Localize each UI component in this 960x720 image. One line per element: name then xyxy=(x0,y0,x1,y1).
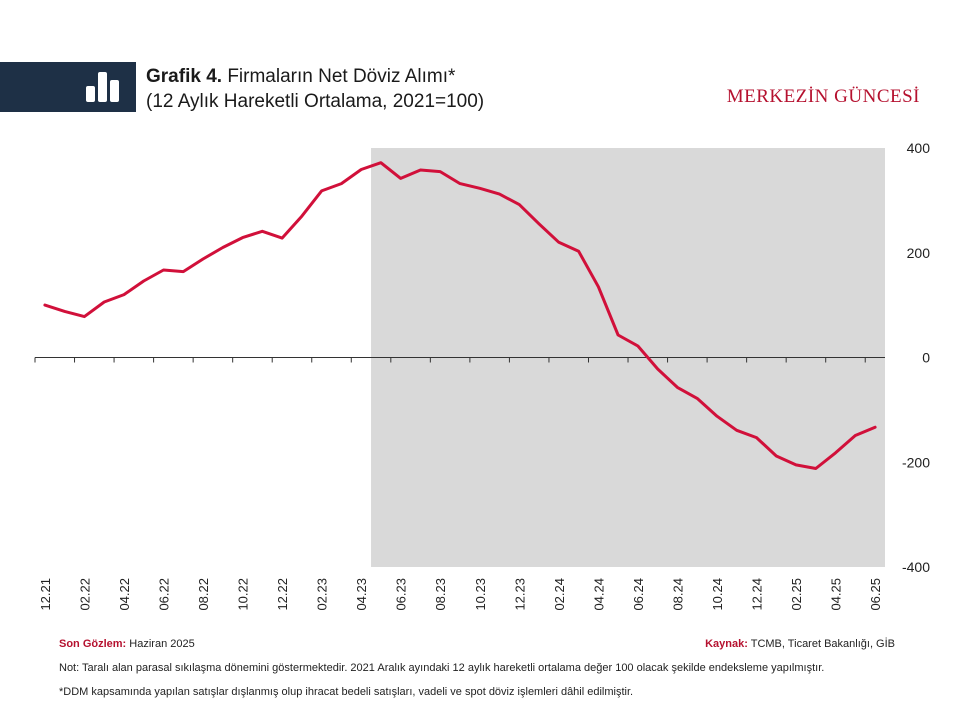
x-tick-label: 08.23 xyxy=(433,578,448,611)
x-tick-label: 04.25 xyxy=(829,578,844,611)
last-observation: Son Gözlem: Haziran 2025 xyxy=(59,638,195,650)
y-tick-label: -200 xyxy=(902,454,930,470)
x-tick-label: 12.21 xyxy=(38,578,53,611)
x-tick-label: 02.24 xyxy=(552,578,567,611)
title-bold: Grafik 4. xyxy=(146,66,223,87)
footnote: *DDM kapsamında yapılan satışlar dışlanm… xyxy=(59,686,634,698)
source: Kaynak: TCMB, Ticaret Bakanlığı, GİB xyxy=(705,638,895,650)
y-tick-label: 400 xyxy=(907,140,931,156)
source-label: Kaynak: xyxy=(705,638,748,650)
brand-logo: MERKEZİN GÜNCESİ xyxy=(726,86,920,107)
x-tick-label: 10.23 xyxy=(473,578,488,611)
x-tick-label: 02.23 xyxy=(315,578,330,611)
x-tick-label: 12.24 xyxy=(750,578,765,611)
x-tick-label: 06.24 xyxy=(631,578,646,611)
last-observation-label: Son Gözlem: xyxy=(59,638,127,650)
x-tick-label: 12.22 xyxy=(275,578,290,611)
x-tick-label: 10.24 xyxy=(710,578,725,611)
x-tick-label: 02.22 xyxy=(77,578,92,611)
source-value: TCMB, Ticaret Bakanlığı, GİB xyxy=(747,638,895,650)
x-tick-label: 06.23 xyxy=(394,578,409,611)
note: Not: Taralı alan parasal sıkılaşma dönem… xyxy=(59,662,825,674)
x-tick-label: 08.22 xyxy=(196,578,211,611)
chart-subtitle: (12 Aylık Hareketli Ortalama, 2021=100) xyxy=(146,91,485,112)
x-tick-label: 04.22 xyxy=(117,578,132,611)
x-tick-label: 02.25 xyxy=(789,578,804,611)
x-tick-label: 04.23 xyxy=(354,578,369,611)
title-text: Firmaların Net Döviz Alımı* xyxy=(222,66,456,87)
x-tick-label: 06.25 xyxy=(868,578,883,611)
y-tick-label: 200 xyxy=(907,245,931,261)
series-line xyxy=(43,161,877,470)
last-observation-value: Haziran 2025 xyxy=(126,638,195,650)
y-tick-label: 0 xyxy=(922,350,930,366)
x-tick-label: 08.24 xyxy=(670,578,685,611)
x-tick-label: 04.24 xyxy=(591,578,606,611)
x-tick-label: 12.23 xyxy=(512,578,527,611)
y-tick-label: -400 xyxy=(902,559,930,575)
header-bar xyxy=(0,62,136,112)
chart-title: Grafik 4. Firmaların Net Döviz Alımı* (1… xyxy=(146,64,484,114)
x-tick-label: 10.22 xyxy=(236,578,251,611)
x-tick-label: 06.22 xyxy=(156,578,171,611)
bar-chart-icon xyxy=(86,72,119,102)
